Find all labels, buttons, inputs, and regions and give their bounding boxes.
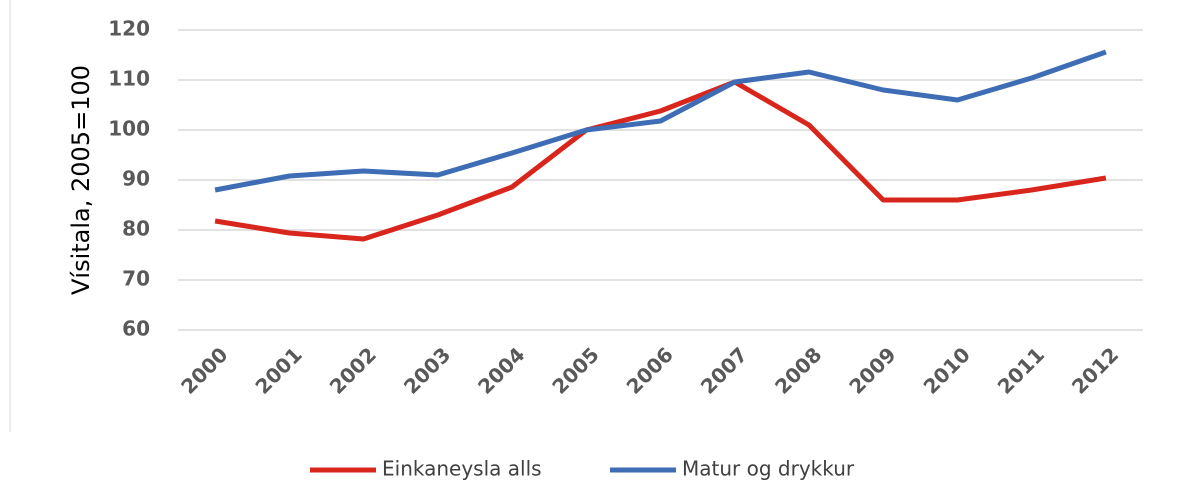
x-tick-label: 2009 [844, 342, 900, 398]
x-tick-label: 2005 [547, 342, 603, 398]
y-tick-label: 100 [108, 117, 150, 141]
y-tick-label: 120 [108, 17, 150, 41]
legend-label: Matur og drykkur [682, 457, 855, 481]
x-tick-label: 2011 [993, 342, 1049, 398]
x-tick-label: 2007 [696, 342, 752, 398]
y-tick-label: 60 [122, 317, 150, 341]
x-tick-label: 2004 [473, 342, 529, 398]
x-tick-label: 2006 [622, 342, 678, 398]
x-tick-label: 2008 [770, 342, 826, 398]
y-tick-label: 110 [108, 67, 150, 91]
line-series [214, 79, 1107, 242]
line-series [214, 49, 1107, 193]
legend-label: Einkaneysla alls [382, 457, 542, 481]
x-tick-label: 2010 [919, 342, 975, 398]
x-tick-label: 2001 [250, 342, 306, 398]
x-tick-label: 2003 [399, 342, 455, 398]
x-tick-label: 2002 [325, 342, 381, 398]
y-tick-label: 80 [122, 217, 150, 241]
y-tick-label: 90 [122, 167, 150, 191]
y-tick-label: 70 [122, 267, 150, 291]
y-axis-label: Vísitala, 2005=100 [67, 65, 95, 295]
x-tick-label: 2012 [1067, 342, 1123, 398]
x-tick-label: 2000 [176, 342, 232, 398]
